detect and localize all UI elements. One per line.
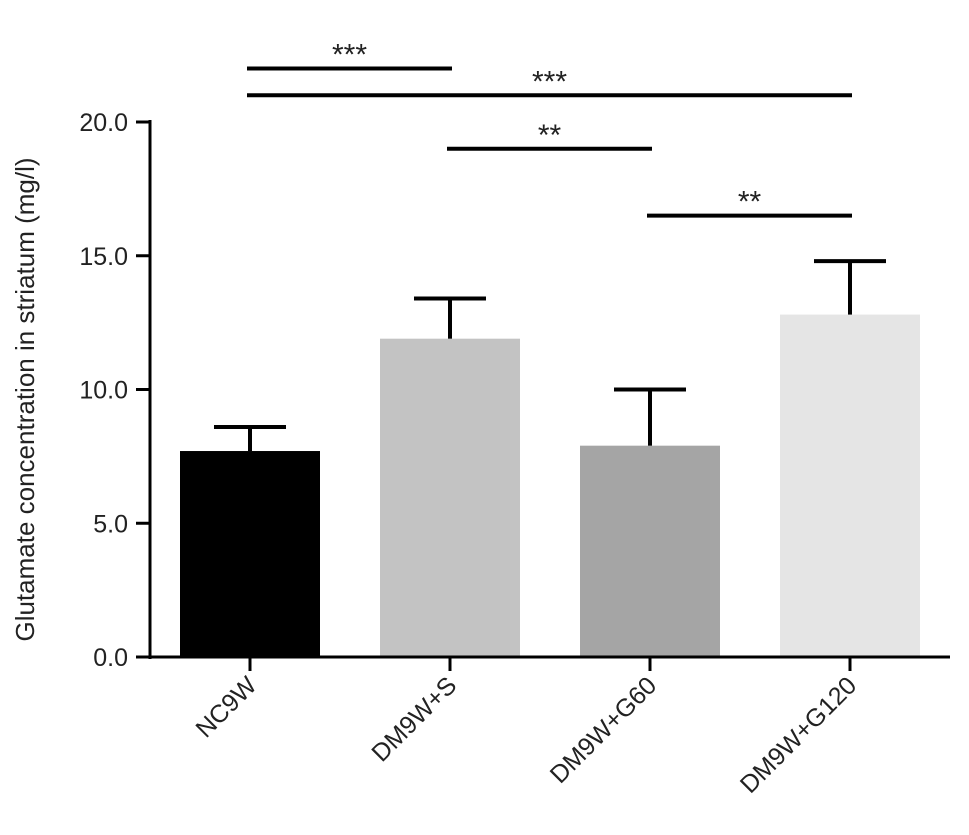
y-tick-label: 0.0 <box>93 644 128 672</box>
bar-dm9w-g120 <box>780 314 920 657</box>
y-tick-label: 20.0 <box>79 109 128 137</box>
error-bars <box>214 259 886 452</box>
bars <box>180 314 920 657</box>
bar-nc9w <box>180 451 320 657</box>
bar-dm9w-g60 <box>580 445 720 657</box>
y-axis-label: Glutamate concentration in striatum (mg/… <box>10 157 40 641</box>
x-tick-label: DM9W+G120 <box>735 671 862 798</box>
x-tick-label: DM9W+G60 <box>545 671 663 789</box>
x-tick-label: NC9W <box>190 671 262 743</box>
significance-label: ** <box>538 119 562 152</box>
significance-label: *** <box>532 65 567 98</box>
significance-brackets: ********** <box>247 39 852 219</box>
y-tick-label: 10.0 <box>79 377 128 405</box>
bar-dm9w-s <box>380 338 520 657</box>
x-tick-label: DM9W+S <box>366 671 462 767</box>
significance-label: ** <box>738 186 762 219</box>
y-tick-label: 15.0 <box>79 243 128 271</box>
significance-label: *** <box>332 39 367 72</box>
y-tick-label: 5.0 <box>93 510 128 538</box>
